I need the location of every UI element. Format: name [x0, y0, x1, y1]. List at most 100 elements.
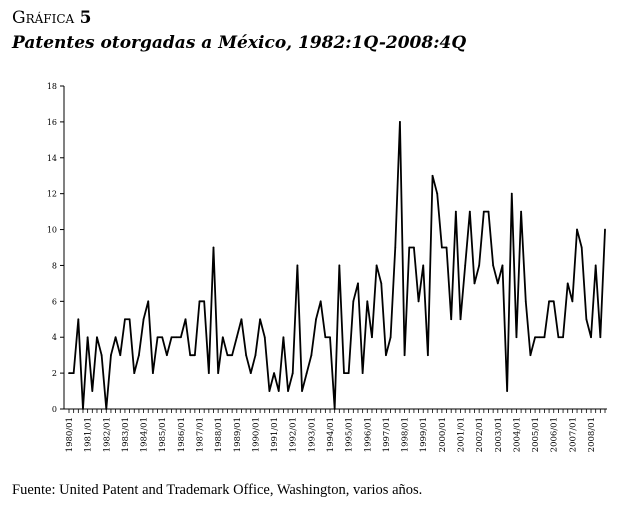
data-point	[440, 246, 443, 249]
data-point	[417, 300, 420, 303]
data-point	[96, 336, 98, 339]
data-point	[408, 246, 411, 249]
data-point	[175, 336, 178, 339]
data-point	[147, 300, 150, 303]
data-point	[357, 282, 359, 285]
data-point	[580, 246, 583, 249]
data-point	[506, 390, 509, 392]
data-point	[347, 372, 350, 375]
data-point	[585, 318, 588, 321]
data-point	[375, 264, 378, 267]
data-point	[394, 246, 397, 249]
data-point	[119, 354, 122, 357]
data-point	[161, 336, 164, 339]
data-point	[68, 372, 70, 375]
x-tick-label: 2000/01	[438, 417, 448, 452]
data-point	[193, 354, 196, 357]
x-tick-label: 1996/01	[363, 417, 373, 452]
data-point	[296, 264, 299, 267]
data-point	[557, 336, 560, 339]
data-point	[156, 336, 159, 339]
figure-number: 5	[79, 8, 92, 28]
data-point	[245, 354, 248, 357]
data-point	[249, 372, 252, 375]
data-point	[436, 192, 439, 195]
data-point	[310, 354, 313, 357]
data-point	[576, 228, 578, 231]
figure-label-word: Gráfica	[12, 8, 75, 28]
data-point	[273, 372, 275, 375]
y-tick-label: 0	[52, 405, 57, 414]
x-tick-label: 1991/01	[270, 417, 280, 452]
data-point	[492, 264, 495, 267]
data-point	[571, 300, 574, 303]
data-point	[594, 264, 597, 267]
data-point	[468, 210, 471, 213]
data-point	[343, 372, 345, 375]
data-point	[86, 336, 89, 339]
data-point	[291, 372, 294, 375]
y-tick-label: 10	[47, 226, 57, 235]
data-point	[590, 336, 592, 339]
x-tick-label: 1990/01	[251, 417, 261, 452]
data-point	[217, 372, 220, 375]
x-tick-label: 1985/01	[158, 417, 168, 452]
data-point	[403, 354, 406, 357]
data-point	[431, 174, 434, 177]
data-point	[133, 372, 136, 375]
x-tick-label: 1986/01	[177, 417, 187, 452]
data-point	[599, 336, 602, 339]
data-point	[301, 390, 303, 392]
x-axis-ticks: 1980/01 1981/01 1982/01 1983/01 1984/01 1985/…	[65, 409, 606, 452]
data-point	[254, 354, 257, 357]
data-point	[198, 300, 201, 303]
data-point	[352, 300, 355, 303]
data-point	[524, 300, 527, 303]
data-point	[454, 210, 457, 213]
data-point	[329, 336, 331, 339]
data-point	[324, 336, 327, 339]
data-point	[110, 354, 112, 357]
x-tick-label: 1994/01	[326, 417, 336, 452]
data-point	[464, 264, 467, 267]
x-tick-label: 1999/01	[419, 417, 429, 452]
x-tick-label: 1984/01	[140, 417, 150, 452]
x-tick-label: 1981/01	[84, 417, 94, 452]
y-tick-label: 8	[52, 261, 57, 270]
data-point	[482, 210, 485, 213]
data-point	[529, 354, 532, 357]
data-point	[478, 264, 481, 267]
x-tick-label: 1988/01	[214, 417, 224, 452]
source-note: Fuente: United Patent and Trademark Offi…	[12, 482, 423, 498]
series-points	[68, 120, 606, 410]
data-point	[305, 372, 308, 375]
y-tick-label: 14	[47, 154, 57, 163]
x-tick-label: 1993/01	[307, 417, 317, 452]
x-tick-label: 2005/01	[531, 417, 541, 452]
x-tick-label: 1998/01	[401, 417, 411, 452]
x-tick-label: 1987/01	[196, 417, 206, 452]
data-point	[151, 372, 154, 375]
data-point	[100, 354, 103, 357]
data-point	[604, 228, 606, 231]
data-point	[380, 282, 383, 285]
x-tick-label: 2008/01	[587, 417, 597, 452]
x-tick-label: 2002/01	[475, 417, 485, 452]
data-point	[473, 282, 476, 285]
x-tick-label: 1980/01	[65, 417, 75, 452]
data-point	[207, 372, 210, 375]
data-point	[543, 336, 546, 339]
data-point	[268, 390, 271, 392]
data-point	[315, 318, 317, 321]
x-tick-label: 1982/01	[102, 417, 112, 452]
data-point	[282, 336, 285, 339]
data-point	[515, 336, 518, 339]
data-point	[77, 318, 80, 321]
data-point	[124, 318, 126, 321]
chart-title: Patentes otorgadas a México, 1982:1Q-200…	[12, 33, 467, 53]
x-tick-label: 2004/01	[512, 417, 522, 452]
data-point	[231, 354, 234, 357]
x-tick-label: 1992/01	[289, 417, 299, 452]
data-point	[496, 282, 499, 285]
